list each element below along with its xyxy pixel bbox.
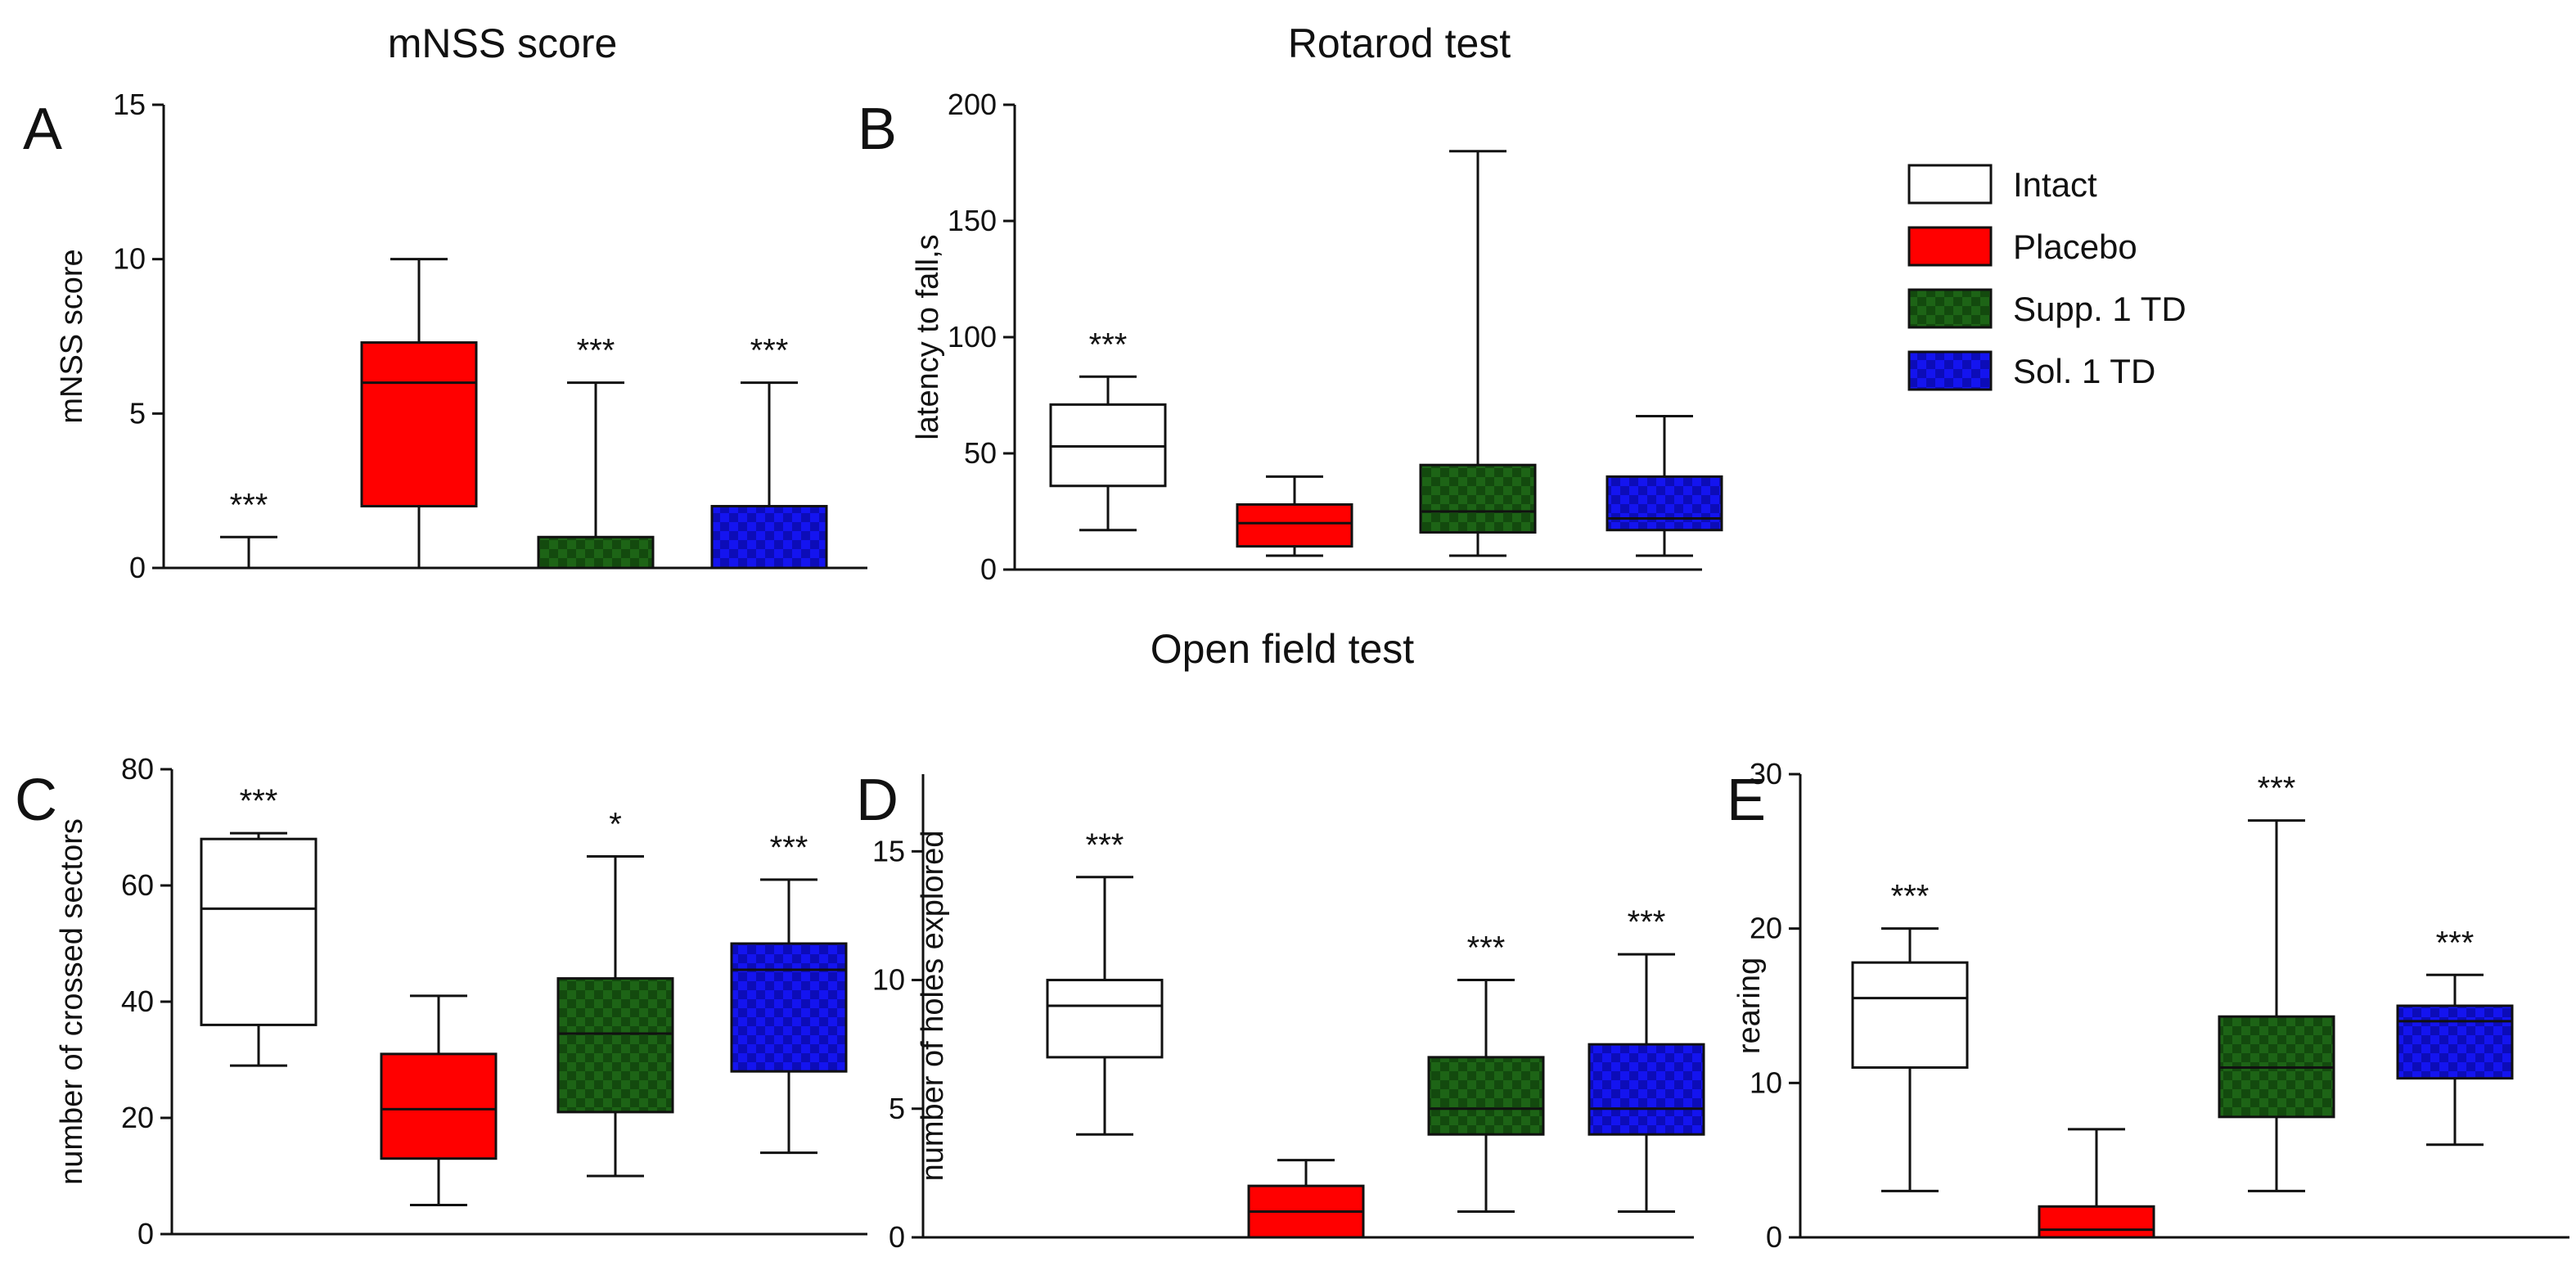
box-iqr <box>380 1052 498 1160</box>
y-tick-label: 150 <box>948 204 997 237</box>
box-iqr <box>1587 1043 1705 1136</box>
y-tick-label: 15 <box>872 834 905 867</box>
box-sol-1-td <box>730 878 848 1155</box>
open-field-title: Open field test <box>1151 626 1415 672</box>
y-tick-label: 10 <box>872 963 905 997</box>
box-placebo <box>1236 475 1353 557</box>
significance-marker: *** <box>1467 930 1506 966</box>
legend: Intact Placebo Supp. 1 TD Sol. 1 TD <box>1907 164 2186 391</box>
panel-b: Rotarod test B 0 50 100 150 200 latency to fall… <box>858 20 1723 586</box>
y-axis-label: mNSS score <box>55 249 89 423</box>
y-axis-label: latency to fall,s <box>911 234 945 439</box>
box-iqr <box>730 942 848 1073</box>
significance-marker: *** <box>770 830 808 866</box>
box-iqr <box>2038 1205 2155 1239</box>
panel-letter: B <box>858 97 897 162</box>
y-axis-label: number of crossed sectors <box>55 818 89 1185</box>
significance-marker: * <box>609 807 622 843</box>
box-supp-1-td <box>556 855 674 1178</box>
y-axis-label: number of holes explored <box>916 831 950 1182</box>
y-tick-label: 5 <box>889 1092 905 1125</box>
box-intact <box>1046 876 1164 1136</box>
panel-a: mNSS score A 0 5 10 15 mNSS score *** *** *** <box>23 20 867 584</box>
y-tick-label: 80 <box>121 752 154 786</box>
y-tick-label: 0 <box>129 551 146 584</box>
panel-b-title: Rotarod test <box>1288 20 1511 66</box>
y-tick-label: 50 <box>964 436 997 470</box>
box-intact <box>1851 927 1969 1192</box>
box-iqr <box>2396 1004 2514 1080</box>
panel-letter: A <box>23 97 62 162</box>
box-intact <box>220 535 277 568</box>
y-tick-label: 60 <box>121 868 154 902</box>
significance-marker: *** <box>240 783 278 819</box>
legend-swatch-intact <box>1907 164 1993 205</box>
box-iqr <box>1046 979 1164 1059</box>
legend-label-supp: Supp. 1 TD <box>2013 290 2186 328</box>
panel-e: E 0 10 20 30 rearing *** *** *** <box>1727 757 2569 1254</box>
legend-label-intact: Intact <box>2013 165 2097 204</box>
panel-a-title: mNSS score <box>388 20 618 66</box>
y-tick-label: 200 <box>948 88 997 121</box>
box-supp-1-td <box>537 381 655 570</box>
box-iqr <box>710 505 828 570</box>
significance-marker: *** <box>2436 925 2475 961</box>
y-tick-label: 0 <box>889 1220 905 1254</box>
y-tick-label: 40 <box>121 984 154 1018</box>
legend-label-sol: Sol. 1 TD <box>2013 352 2155 390</box>
box-iqr <box>556 977 674 1114</box>
box-iqr <box>360 341 478 508</box>
y-axis-label: rearing <box>1732 957 1767 1054</box>
box-placebo <box>1247 1159 1365 1239</box>
legend-swatch-sol <box>1907 350 1993 391</box>
significance-marker: *** <box>1628 904 1666 940</box>
box-sol-1-td <box>710 381 828 570</box>
legend-swatch-supp <box>1907 288 1993 329</box>
significance-marker: *** <box>1086 827 1124 863</box>
y-tick-label: 0 <box>980 552 997 586</box>
y-tick-label: 10 <box>113 242 146 276</box>
significance-marker: *** <box>2258 771 2296 807</box>
significance-marker: *** <box>1089 327 1128 363</box>
panel-letter: C <box>15 768 57 833</box>
box-iqr <box>537 535 655 570</box>
significance-marker: *** <box>577 333 615 369</box>
legend-swatch-placebo <box>1907 226 1993 267</box>
panel-letter: E <box>1727 768 1766 833</box>
y-tick-label: 5 <box>129 396 146 430</box>
significance-marker: *** <box>750 333 789 369</box>
y-tick-label: 0 <box>137 1217 154 1250</box>
box-supp-1-td <box>1427 979 1545 1214</box>
box-iqr <box>1851 961 1969 1069</box>
box-iqr <box>1419 463 1537 534</box>
y-tick-label: 20 <box>1750 912 1782 945</box>
box-iqr <box>1236 502 1353 548</box>
significance-marker: *** <box>1891 879 1930 915</box>
box-sol-1-td <box>1605 415 1723 557</box>
box-placebo <box>380 994 498 1206</box>
box-sol-1-td <box>2396 973 2514 1147</box>
box-iqr <box>1427 1056 1545 1136</box>
box-iqr <box>1605 475 1723 532</box>
panel-letter: D <box>856 768 898 833</box>
box-placebo <box>2038 1128 2155 1239</box>
legend-label-placebo: Placebo <box>2013 228 2137 266</box>
box-sol-1-td <box>1587 953 1705 1214</box>
y-tick-label: 30 <box>1750 757 1782 791</box>
y-tick-label: 0 <box>1766 1220 1782 1254</box>
significance-marker: *** <box>230 487 268 523</box>
box-intact <box>200 831 317 1067</box>
box-supp-1-td <box>2218 819 2335 1192</box>
y-tick-label: 100 <box>948 320 997 354</box>
box-placebo <box>360 258 478 570</box>
box-intact <box>1049 375 1167 532</box>
box-supp-1-td <box>1419 150 1537 557</box>
box-iqr <box>200 837 317 1026</box>
panel-d: D 0 5 10 15 number of holes explored *** *** *** <box>856 768 1705 1254</box>
y-tick-label: 20 <box>121 1101 154 1134</box>
y-tick-label: 10 <box>1750 1066 1782 1099</box>
y-tick-label: 15 <box>113 88 146 121</box>
